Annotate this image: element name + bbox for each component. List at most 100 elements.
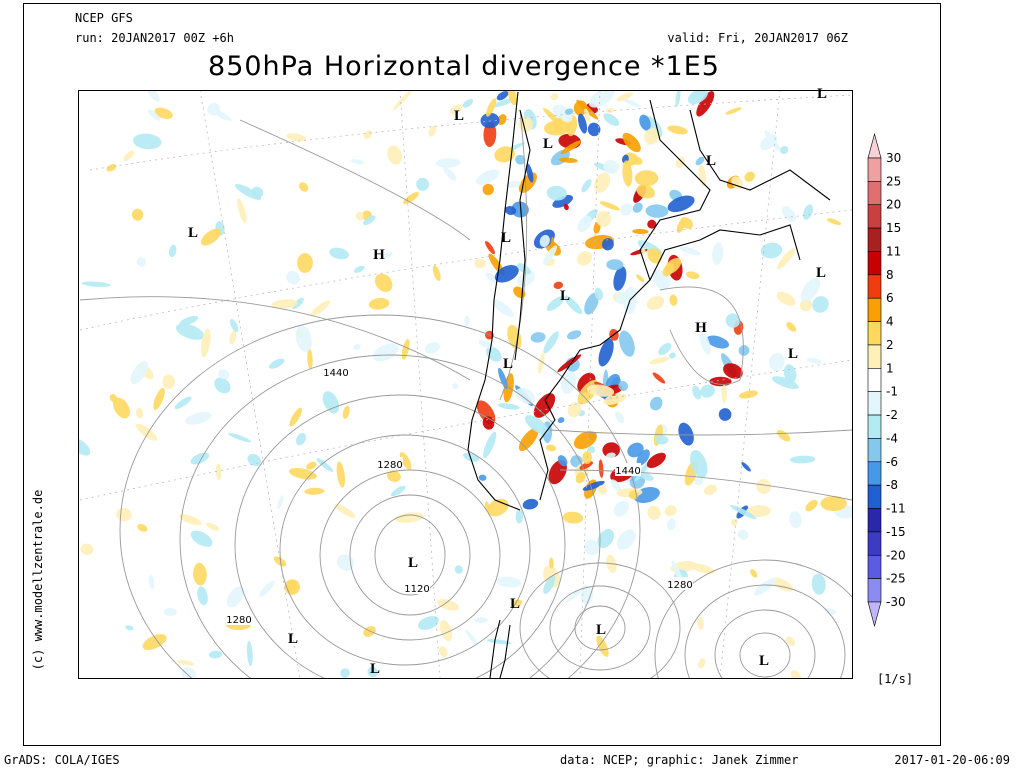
contour-label-bg [323,365,349,378]
field-blob [725,313,741,328]
colorbar-tick-label: 15 [886,221,901,235]
field-blob [550,93,559,101]
field-blob [480,112,500,129]
field-blob [693,476,704,486]
field-blob [206,522,220,531]
colorbar-tick-label: 4 [886,315,894,329]
field-blob [601,238,614,251]
field-blob [543,331,559,354]
field-blob [511,201,529,218]
field-blob [153,387,165,410]
colorbar-tick-label: -2 [886,408,898,422]
colorbar-tick-label: 20 [886,198,901,212]
field-blob [131,208,144,221]
field-blob [636,449,650,466]
field-blob [737,529,749,540]
field-blob [584,539,600,556]
field-blob [790,670,802,678]
colorbar-box [867,578,882,603]
field-blob [760,242,783,259]
field-blob [756,478,772,495]
field-blob [548,459,567,485]
field-blob [478,474,487,481]
field-blob [587,122,601,137]
field-blob [557,354,582,373]
pressure-center-label: L [188,225,198,241]
colorbar-tick-label: -11 [886,502,906,516]
valid-label: valid: Fri, 20JAN2017 06Z [667,31,848,45]
field-blob [436,599,460,611]
field-blob [616,92,634,102]
field-blob [450,104,462,115]
field-blob [147,109,161,121]
colorbar-box [867,274,882,299]
field-blob [508,90,518,106]
field-blob [486,639,512,645]
field-blob [286,133,306,142]
field-blob [639,472,654,481]
field-blob [780,145,789,155]
pressure-center-label: L [454,108,464,124]
field-blob [811,573,826,595]
field-blob [573,100,588,116]
field-blob [812,296,829,313]
field-blob [498,367,508,390]
colorbar-box [867,438,882,463]
colorbar-tick-label: -8 [886,478,898,492]
source-label: NCEP GFS [75,11,133,25]
field-blob [307,348,313,370]
field-blob [399,452,412,470]
pressure-center-label: L [408,555,418,571]
field-blob [353,344,361,350]
field-blob [636,184,655,199]
field-blob [553,281,564,289]
field-blob [132,133,162,150]
field-blob [486,98,497,117]
field-blob [271,299,298,309]
field-blob [709,376,732,387]
field-blob [137,523,148,532]
field-blob [485,272,499,284]
field-blob [465,629,478,645]
contour-label-bg [615,463,641,476]
field-blob [725,107,742,115]
field-blob [193,562,207,586]
colorbar-cap-bottom [867,601,882,628]
field-blob [558,157,578,163]
field-blob [525,415,549,435]
colorbar-box [867,391,882,416]
field-blob [496,576,522,588]
field-blob [697,616,704,630]
contour-label: 1280 [377,460,402,471]
field-blob [329,247,349,260]
field-blob [753,577,777,596]
field-blob [606,452,616,459]
field-blob [533,393,556,418]
field-blob [483,121,497,147]
field-blob [668,352,676,359]
field-blob [603,393,627,405]
field-blob [789,511,802,529]
field-blob [306,461,317,470]
colorbar-box [867,251,882,276]
field-blob [277,495,284,510]
field-blob [655,435,669,445]
field-blob [805,499,818,512]
field-blob [567,330,582,340]
field-blob [594,172,611,193]
field-blob [154,107,173,119]
field-blob [340,668,350,678]
field-blob [695,156,705,166]
field-blob [387,145,403,165]
field-blob [669,294,678,306]
pressure-center-label: H [373,247,385,263]
colorbar-tick-label: -30 [886,595,906,609]
field-blob [390,485,406,497]
field-blob [181,667,197,678]
field-blob [699,331,711,355]
field-blob [647,219,657,229]
field-blob [723,363,743,379]
field-blob [557,455,568,467]
field-blob [678,422,694,446]
